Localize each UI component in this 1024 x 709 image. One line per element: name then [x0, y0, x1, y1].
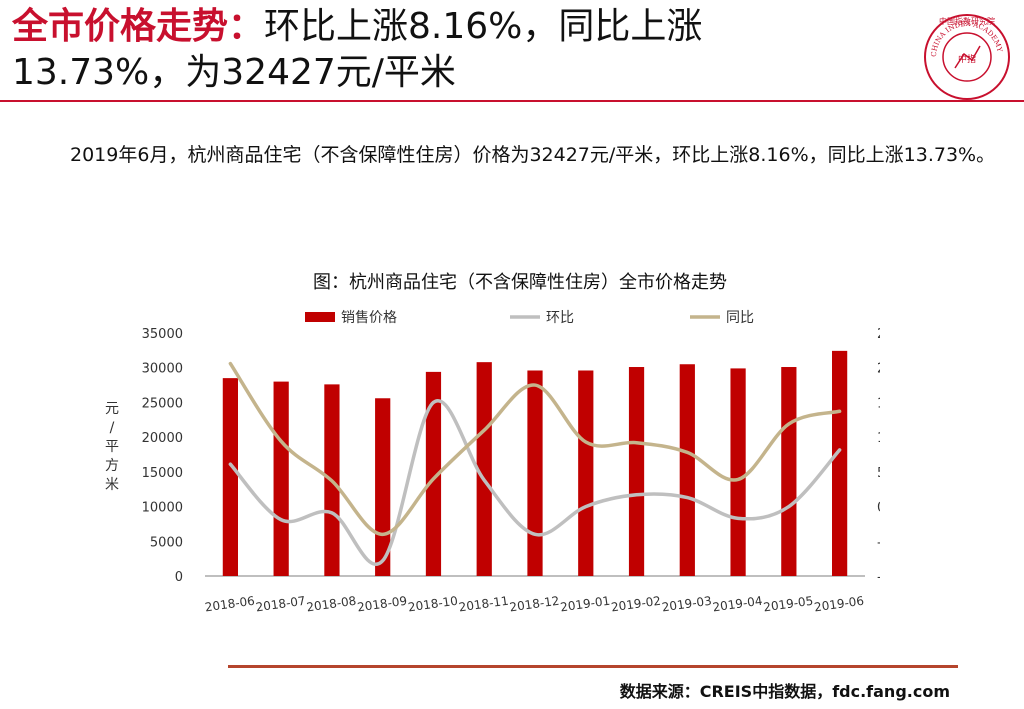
- logo-top-text: 中国指数研究院: [939, 16, 995, 26]
- x-tick-label: 2018-10: [407, 594, 459, 615]
- price-bar: [679, 364, 695, 576]
- x-tick-label: 2019-02: [610, 594, 662, 615]
- x-tick-label: 2019-06: [813, 594, 865, 615]
- price-bar: [832, 350, 848, 576]
- title-highlight: 全市价格走势：: [12, 6, 265, 47]
- price-bar: [273, 381, 289, 576]
- summary-paragraph: 2019年6月，杭州商品住宅（不含保障性住房）价格为32427元/平米，环比上涨…: [70, 144, 996, 166]
- y-left-tick-label: 15000: [142, 466, 183, 481]
- header-divider: [0, 100, 1024, 102]
- y-left-tick-label: 10000: [142, 501, 183, 516]
- x-tick-label: 2018-09: [356, 594, 408, 615]
- chart-title: 图：杭州商品住宅（不含保障性住房）全市价格走势: [313, 272, 727, 293]
- chart-legend: 销售价格 环比 同比: [305, 310, 754, 326]
- price-bar: [476, 362, 492, 576]
- x-tick-label: 2018-07: [255, 594, 307, 615]
- x-tick-label: 2018-11: [458, 594, 510, 615]
- mom-line: [228, 398, 842, 566]
- legend-label: 销售价格: [341, 310, 397, 326]
- price-bar: [425, 371, 442, 576]
- y-right-tick-label: 0: [877, 501, 880, 516]
- page-title: 全市价格走势：环比上涨8.16%，同比上涨13.73%，为32427元/平米: [12, 4, 872, 96]
- x-tick-label: 2018-08: [306, 594, 358, 615]
- footer-divider: [228, 665, 958, 668]
- price-bar: [527, 370, 543, 576]
- x-tick-label: 2019-05: [762, 594, 814, 615]
- y-right-tick-label: 5: [877, 466, 880, 481]
- y-left-tick-label: 0: [175, 570, 183, 585]
- y-right-tick-label: 20: [877, 362, 880, 377]
- data-source: 数据来源：CREIS中指数据，fdc.fang.com: [619, 682, 950, 701]
- y-right-tick-label: -5: [877, 535, 880, 550]
- y-right-tick-label: -10: [877, 570, 880, 585]
- x-tick-label: 2019-01: [559, 594, 611, 615]
- price-bar: [578, 370, 594, 576]
- x-tick-label: 2018-12: [509, 594, 561, 615]
- x-tick-label: 2019-04: [712, 594, 764, 615]
- y-left-tick-label: 35000: [142, 327, 183, 342]
- price-bar: [628, 367, 645, 576]
- title-rest: 环比上涨8.16%，同比上涨13.73%，为32427元/平米: [12, 6, 703, 93]
- price-bar: [781, 367, 797, 576]
- chart-axes: 0 5000 10000 15000 20000 25000 30000 35000 -10 -5…: [105, 327, 880, 614]
- y-left-tick-label: 20000: [142, 431, 183, 446]
- y-right-tick-label: 25: [877, 327, 880, 342]
- y-left-tick-label: 30000: [142, 362, 183, 377]
- price-bar: [375, 398, 391, 576]
- yoy-line: [228, 361, 842, 537]
- legend-label: 环比: [546, 310, 574, 326]
- bar-series: [222, 350, 848, 576]
- china-index-academy-logo: CHINA INDEX ACADEMY 中国指数研究院 中指: [924, 14, 1010, 100]
- price-bar: [730, 368, 746, 576]
- y-left-axis-label: 元/平方米: [105, 401, 119, 493]
- legend-swatch-bar: [305, 312, 335, 322]
- y-right-tick-label: 15: [877, 396, 880, 411]
- y-left-tick-label: 5000: [150, 535, 183, 550]
- y-right-tick-label: 10: [877, 431, 880, 446]
- x-tick-label: 2018-06: [204, 594, 256, 615]
- x-tick-label: 2019-03: [661, 594, 713, 615]
- line-series: [228, 361, 842, 566]
- price-trend-chart: 图：杭州商品住宅（不含保障性住房）全市价格走势 销售价格 环比 同比 0 5000 10…: [105, 272, 880, 614]
- legend-label: 同比: [726, 310, 754, 326]
- price-bar: [222, 378, 238, 576]
- y-left-tick-label: 25000: [142, 396, 183, 411]
